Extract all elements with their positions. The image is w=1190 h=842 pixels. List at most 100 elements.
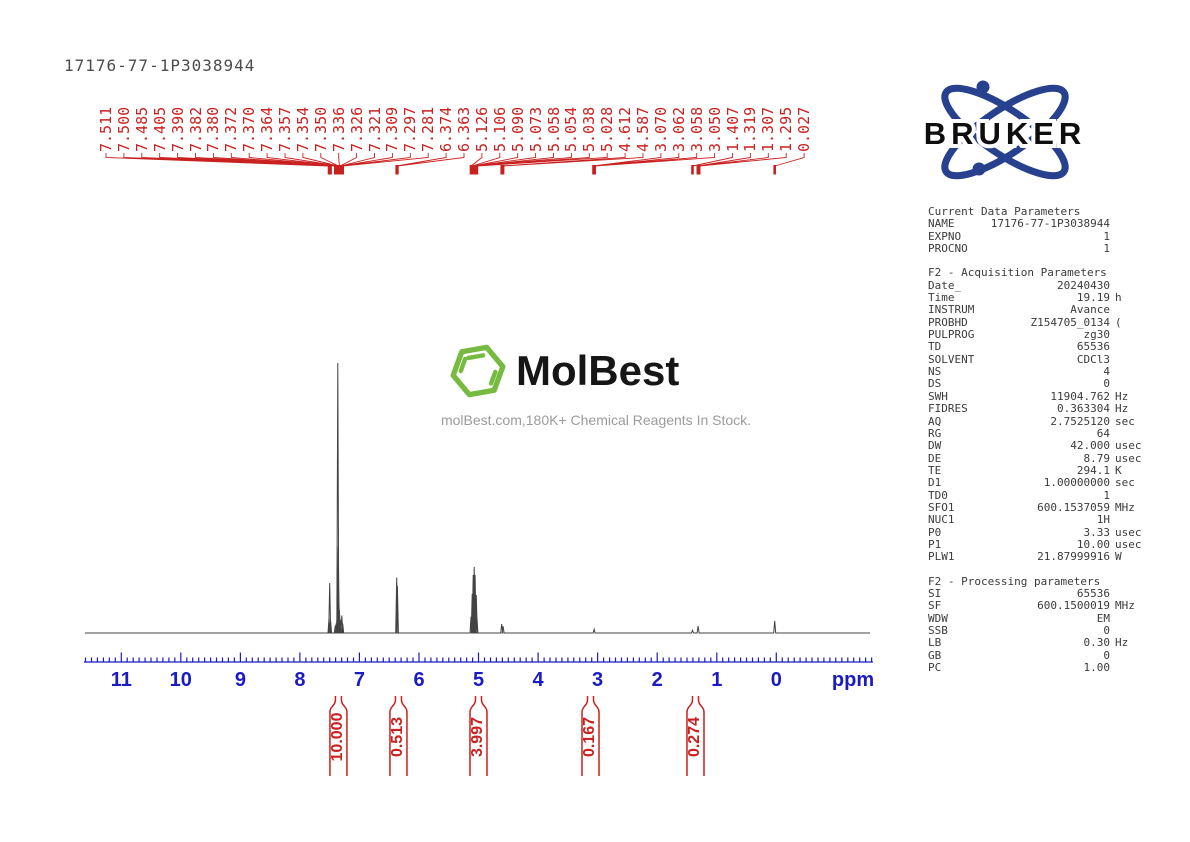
peak-label: 5.073 bbox=[526, 106, 545, 152]
parameter-value: 2.7525120 bbox=[1050, 414, 1110, 428]
axis-tick-label: 9 bbox=[234, 669, 246, 691]
parameter-row: DW 42.000 usec bbox=[928, 439, 1144, 453]
sample-id: 17176-77-1P3038944 bbox=[64, 56, 256, 75]
parameter-section: F2 - Acquisition Parameters Date_ 20240430… bbox=[928, 267, 1144, 564]
parameter-row: Time 19.19 h bbox=[928, 291, 1144, 304]
parameter-section: F2 - Processing parameters SI 65536 SF 600.1… bbox=[928, 574, 1144, 675]
axis-tick-label: 3 bbox=[592, 669, 604, 691]
parameter-row: Date_ 20240430 bbox=[928, 278, 1144, 292]
integral-bracket bbox=[389, 696, 408, 776]
parameter-section-header: F2 - Processing parameters bbox=[928, 574, 1101, 588]
axis-tick-label: 11 bbox=[110, 669, 132, 691]
parameter-value: 1 bbox=[1103, 229, 1110, 243]
parameter-name: SSB bbox=[928, 624, 948, 637]
parameter-row: SF 600.1500019 MHz bbox=[928, 599, 1144, 613]
parameter-name: DS bbox=[928, 377, 942, 391]
parameter-row: P1 10.00 usec bbox=[928, 537, 1144, 551]
axis-unit-label: ppm bbox=[831, 669, 875, 691]
parameter-name: PULPROG bbox=[928, 328, 975, 342]
molbest-watermark: MolBest bbox=[447, 338, 679, 404]
parameter-unit: K bbox=[1115, 463, 1122, 477]
peak-label: 7.382 bbox=[186, 106, 205, 152]
parameter-row: PC 1.00 bbox=[928, 661, 1144, 674]
parameter-name: Date_ bbox=[928, 278, 962, 292]
peak-position-ticks bbox=[327, 165, 776, 175]
integral-value: 0.167 bbox=[581, 716, 598, 758]
parameter-name: TD bbox=[928, 340, 942, 354]
parameter-name: SF bbox=[928, 599, 942, 613]
parameter-name: PROCNO bbox=[928, 242, 968, 256]
parameter-name: P1 bbox=[928, 537, 942, 551]
parameter-row: INSTRUM Avance bbox=[928, 303, 1144, 317]
ppm-axis bbox=[84, 652, 873, 663]
parameter-name: TE bbox=[928, 463, 942, 477]
parameter-unit: MHz bbox=[1115, 500, 1135, 514]
peak-label: 7.485 bbox=[132, 106, 151, 152]
parameter-unit: Hz bbox=[1115, 402, 1129, 416]
parameter-row: TD0 1 bbox=[928, 488, 1144, 502]
parameter-name: FIDRES bbox=[928, 402, 968, 416]
parameter-row: SSB 0 bbox=[928, 624, 1144, 637]
peak-label: 5.028 bbox=[598, 106, 617, 152]
parameter-row: P0 3.33 usec bbox=[928, 526, 1144, 539]
peak-label: 5.090 bbox=[508, 106, 527, 152]
parameter-row: DE 8.79 usec bbox=[928, 451, 1144, 465]
peak-label: 7.326 bbox=[347, 106, 366, 152]
parameter-value: 10.00 bbox=[1076, 537, 1110, 551]
parameter-value: 64 bbox=[1096, 426, 1110, 440]
parameter-unit: ( bbox=[1115, 315, 1122, 329]
parameter-value: Avance bbox=[1070, 303, 1110, 317]
peak-label: 7.350 bbox=[311, 106, 330, 152]
parameter-row: SI 65536 bbox=[928, 587, 1144, 600]
parameter-row: PROCNO 1 bbox=[928, 242, 1144, 256]
integral-bracket bbox=[329, 696, 348, 776]
parameter-value: 8.79 bbox=[1083, 451, 1111, 465]
parameter-value: 0 bbox=[1103, 624, 1110, 637]
parameter-name: NS bbox=[928, 365, 942, 379]
parameter-unit bbox=[1110, 662, 1144, 674]
parameter-value: zg30 bbox=[1083, 328, 1111, 342]
parameter-unit: W bbox=[1115, 550, 1122, 564]
parameter-name: D1 bbox=[928, 476, 942, 490]
parameter-row: AQ 2.7525120 sec bbox=[928, 414, 1144, 428]
peak-label: 3.070 bbox=[651, 106, 670, 152]
parameter-row: GB 0 bbox=[928, 649, 1144, 662]
parameter-row: NUC1 1H bbox=[928, 513, 1144, 527]
molbest-tagline: molBest.com,180K+ Chemical Reagents In S… bbox=[440, 412, 752, 428]
parameter-value: 17176-77-1P3038944 bbox=[990, 217, 1110, 231]
parameter-value: 42.000 bbox=[1070, 439, 1110, 453]
bruker-orbit-dot-top bbox=[976, 80, 990, 94]
peak-label: 5.054 bbox=[562, 106, 581, 152]
parameter-row: SFO1 600.1537059 MHz bbox=[928, 500, 1144, 514]
parameter-name: NUC1 bbox=[928, 513, 955, 527]
parameter-value: 1 bbox=[1103, 488, 1110, 502]
parameter-name: PLW1 bbox=[928, 550, 955, 564]
peak-label: 7.309 bbox=[383, 106, 402, 152]
peak-label: 5.058 bbox=[544, 106, 563, 152]
parameter-value: EM bbox=[1096, 611, 1110, 625]
parameter-section-header: Current Data Parameters bbox=[928, 205, 1081, 218]
parameter-unit: usec bbox=[1115, 537, 1142, 551]
parameter-unit: sec bbox=[1115, 414, 1135, 428]
parameter-unit: Hz bbox=[1115, 636, 1129, 650]
parameter-row: RG 64 bbox=[928, 426, 1144, 440]
integral-value: 0.274 bbox=[686, 716, 703, 758]
axis-tick-label: 6 bbox=[413, 669, 425, 691]
parameter-unit bbox=[1110, 650, 1144, 662]
peak-label: 7.336 bbox=[329, 106, 348, 152]
axis-tick-label: 7 bbox=[353, 669, 365, 691]
peak-label: 7.390 bbox=[168, 106, 187, 152]
parameter-row: SOLVENT CDCl3 bbox=[928, 353, 1144, 366]
parameter-value: 11904.762 bbox=[1050, 389, 1110, 403]
parameter-name: INSTRUM bbox=[928, 303, 975, 317]
bruker-orbit-dot-bottom bbox=[972, 162, 986, 176]
parameter-name: DE bbox=[928, 451, 942, 465]
peak-label: 7.357 bbox=[276, 106, 294, 152]
parameter-unit: MHz bbox=[1115, 599, 1135, 613]
integral-value: 10.000 bbox=[328, 712, 346, 762]
parameter-name: AQ bbox=[928, 414, 942, 428]
parameter-value: 21.87999916 bbox=[1037, 550, 1110, 564]
peak-label: 7.297 bbox=[401, 106, 420, 152]
parameter-unit: sec bbox=[1115, 476, 1135, 490]
